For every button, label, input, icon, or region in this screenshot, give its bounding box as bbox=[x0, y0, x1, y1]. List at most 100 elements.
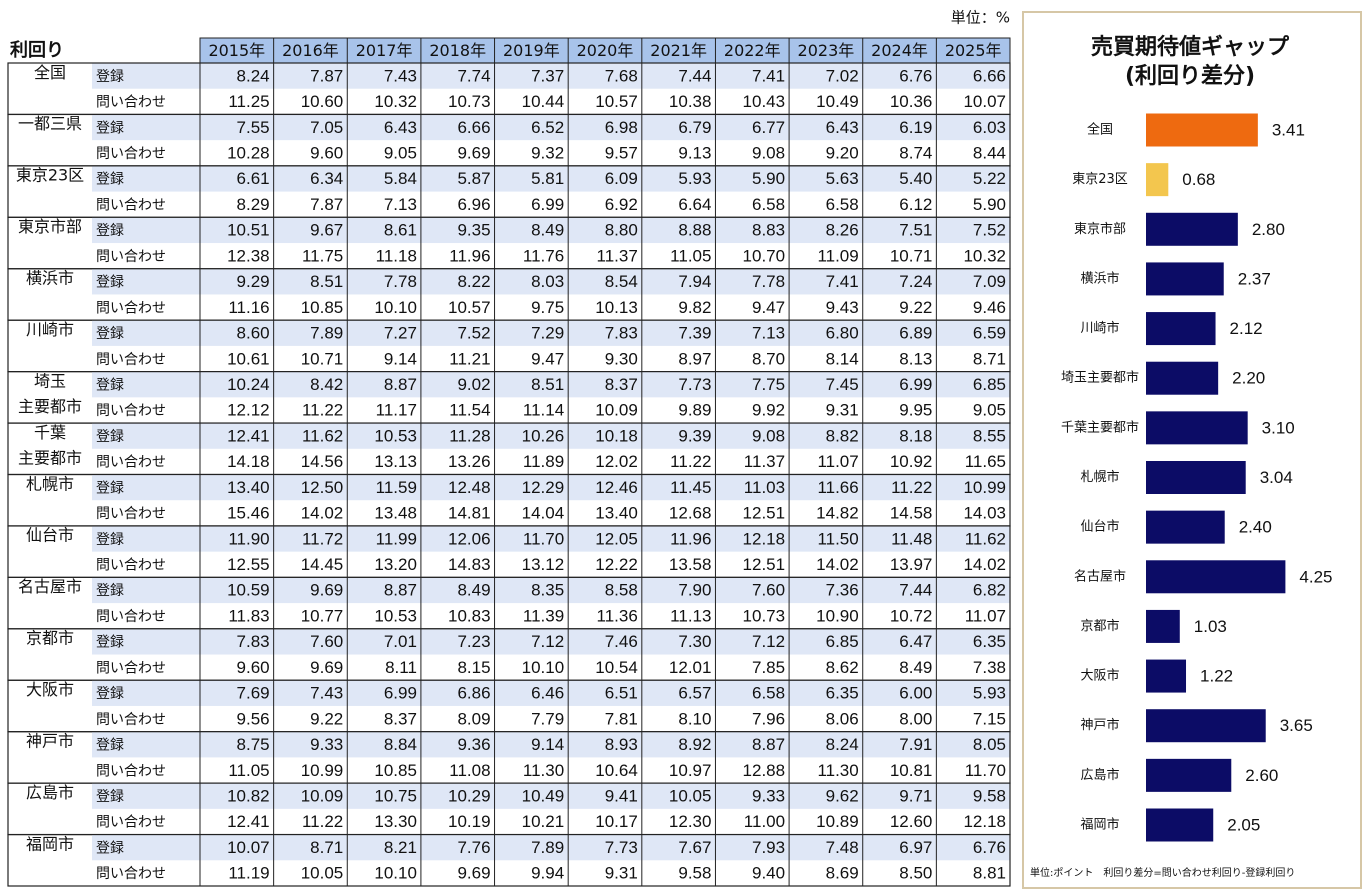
cell-value: 7.12 bbox=[531, 632, 564, 651]
cell-value: 6.82 bbox=[973, 581, 1006, 600]
cell-value: 11.83 bbox=[228, 606, 269, 625]
cell-value: 6.99 bbox=[899, 375, 932, 394]
cell-value: 6.35 bbox=[973, 632, 1006, 651]
value-label: 2.20 bbox=[1232, 369, 1265, 388]
cell-value: 9.35 bbox=[457, 221, 490, 240]
cell-value: 6.58 bbox=[752, 684, 785, 703]
cell-value: 9.41 bbox=[605, 786, 638, 805]
row-label: 問い合わせ bbox=[96, 300, 166, 316]
cell-value: 7.89 bbox=[310, 324, 343, 343]
cell-value: 7.93 bbox=[752, 838, 785, 857]
cell-value: 11.36 bbox=[597, 606, 638, 625]
cell-value: 12.60 bbox=[890, 812, 933, 831]
cell-value: 9.94 bbox=[531, 864, 564, 883]
cell-value: 12.68 bbox=[669, 504, 712, 523]
cell-value: 9.69 bbox=[310, 581, 343, 600]
cell-value: 8.49 bbox=[457, 581, 490, 600]
value-label: 3.65 bbox=[1280, 716, 1313, 735]
cell-value: 12.06 bbox=[448, 529, 491, 548]
row-label: 問い合わせ bbox=[96, 815, 166, 831]
cell-value: 12.41 bbox=[227, 426, 270, 445]
cell-value: 7.78 bbox=[384, 272, 417, 291]
cell-value: 12.29 bbox=[522, 478, 565, 497]
cell-value: 9.58 bbox=[678, 864, 711, 883]
cell-value: 6.98 bbox=[605, 118, 638, 137]
cell-value: 7.69 bbox=[237, 684, 270, 703]
cell-value: 8.15 bbox=[457, 658, 490, 677]
unit-label: 単位：% bbox=[951, 9, 1010, 27]
cell-value: 14.81 bbox=[448, 504, 491, 523]
cell-value: 8.87 bbox=[384, 581, 417, 600]
cell-value: 12.50 bbox=[301, 478, 344, 497]
row-label: 登録 bbox=[96, 738, 124, 754]
cell-value: 8.74 bbox=[899, 144, 932, 163]
cell-value: 9.33 bbox=[310, 735, 343, 754]
cell-value: 7.74 bbox=[457, 66, 490, 85]
cell-value: 12.41 bbox=[227, 812, 270, 831]
value-label: 2.12 bbox=[1230, 319, 1263, 338]
cell-value: 7.67 bbox=[678, 838, 711, 857]
cell-value: 8.42 bbox=[310, 375, 343, 394]
cell-value: 11.28 bbox=[449, 426, 490, 445]
cell-value: 9.62 bbox=[826, 786, 859, 805]
cell-value: 10.24 bbox=[227, 375, 270, 394]
cell-value: 12.18 bbox=[743, 529, 786, 548]
year-header: 2015年 bbox=[208, 41, 265, 60]
cell-value: 13.58 bbox=[669, 555, 712, 574]
region-name: 横浜市 bbox=[26, 269, 74, 288]
cell-value: 11.96 bbox=[449, 246, 490, 265]
cell-value: 7.60 bbox=[310, 632, 343, 651]
cell-value: 11.05 bbox=[228, 761, 269, 780]
cell-value: 6.35 bbox=[826, 684, 859, 703]
bar bbox=[1146, 461, 1246, 494]
cell-value: 7.78 bbox=[752, 272, 785, 291]
cell-value: 7.43 bbox=[310, 684, 343, 703]
cell-value: 10.53 bbox=[374, 606, 417, 625]
cell-value: 11.50 bbox=[817, 529, 858, 548]
cell-value: 7.83 bbox=[237, 632, 270, 651]
cell-value: 7.75 bbox=[752, 375, 785, 394]
cell-value: 9.30 bbox=[605, 349, 638, 368]
cell-value: 11.66 bbox=[817, 478, 858, 497]
cell-value: 8.58 bbox=[605, 581, 638, 600]
cell-value: 9.57 bbox=[605, 144, 638, 163]
cell-value: 7.51 bbox=[899, 221, 932, 240]
row-label: 問い合わせ bbox=[96, 558, 166, 574]
cell-value: 5.84 bbox=[384, 169, 417, 188]
category-label: 東京23区 bbox=[1072, 171, 1128, 187]
cell-value: 9.31 bbox=[826, 401, 859, 420]
cell-value: 9.02 bbox=[457, 375, 490, 394]
cell-value: 8.97 bbox=[678, 349, 711, 368]
cell-value: 12.12 bbox=[227, 401, 270, 420]
cell-value: 6.96 bbox=[457, 195, 490, 214]
bar bbox=[1146, 659, 1187, 693]
cell-value: 12.22 bbox=[595, 555, 638, 574]
cell-value: 8.92 bbox=[678, 735, 711, 754]
cell-value: 6.77 bbox=[752, 118, 785, 137]
cell-value: 10.54 bbox=[595, 658, 638, 677]
cell-value: 8.37 bbox=[605, 375, 638, 394]
category-label: 福岡市 bbox=[1080, 817, 1119, 833]
region-name: 名古屋市 bbox=[18, 577, 82, 596]
row-label: 問い合わせ bbox=[96, 95, 166, 111]
cell-value: 6.34 bbox=[310, 169, 343, 188]
cell-value: 9.60 bbox=[237, 658, 270, 677]
cell-value: 13.40 bbox=[227, 478, 270, 497]
region-name: 全国 bbox=[34, 63, 66, 82]
cell-value: 6.64 bbox=[678, 195, 711, 214]
cell-value: 11.96 bbox=[670, 529, 711, 548]
cell-value: 7.94 bbox=[678, 272, 711, 291]
cell-value: 8.13 bbox=[899, 349, 932, 368]
bar bbox=[1146, 361, 1219, 395]
cell-value: 11.48 bbox=[891, 529, 932, 548]
cell-value: 7.02 bbox=[826, 66, 859, 85]
year-header: 2018年 bbox=[429, 41, 486, 60]
cell-value: 6.79 bbox=[678, 118, 711, 137]
bar bbox=[1146, 560, 1286, 594]
cell-value: 10.32 bbox=[963, 246, 1006, 265]
cell-value: 14.82 bbox=[816, 504, 859, 523]
cell-value: 10.59 bbox=[227, 581, 270, 600]
cell-value: 9.08 bbox=[752, 144, 785, 163]
value-label: 4.25 bbox=[1299, 567, 1332, 586]
value-label: 2.60 bbox=[1245, 766, 1278, 785]
